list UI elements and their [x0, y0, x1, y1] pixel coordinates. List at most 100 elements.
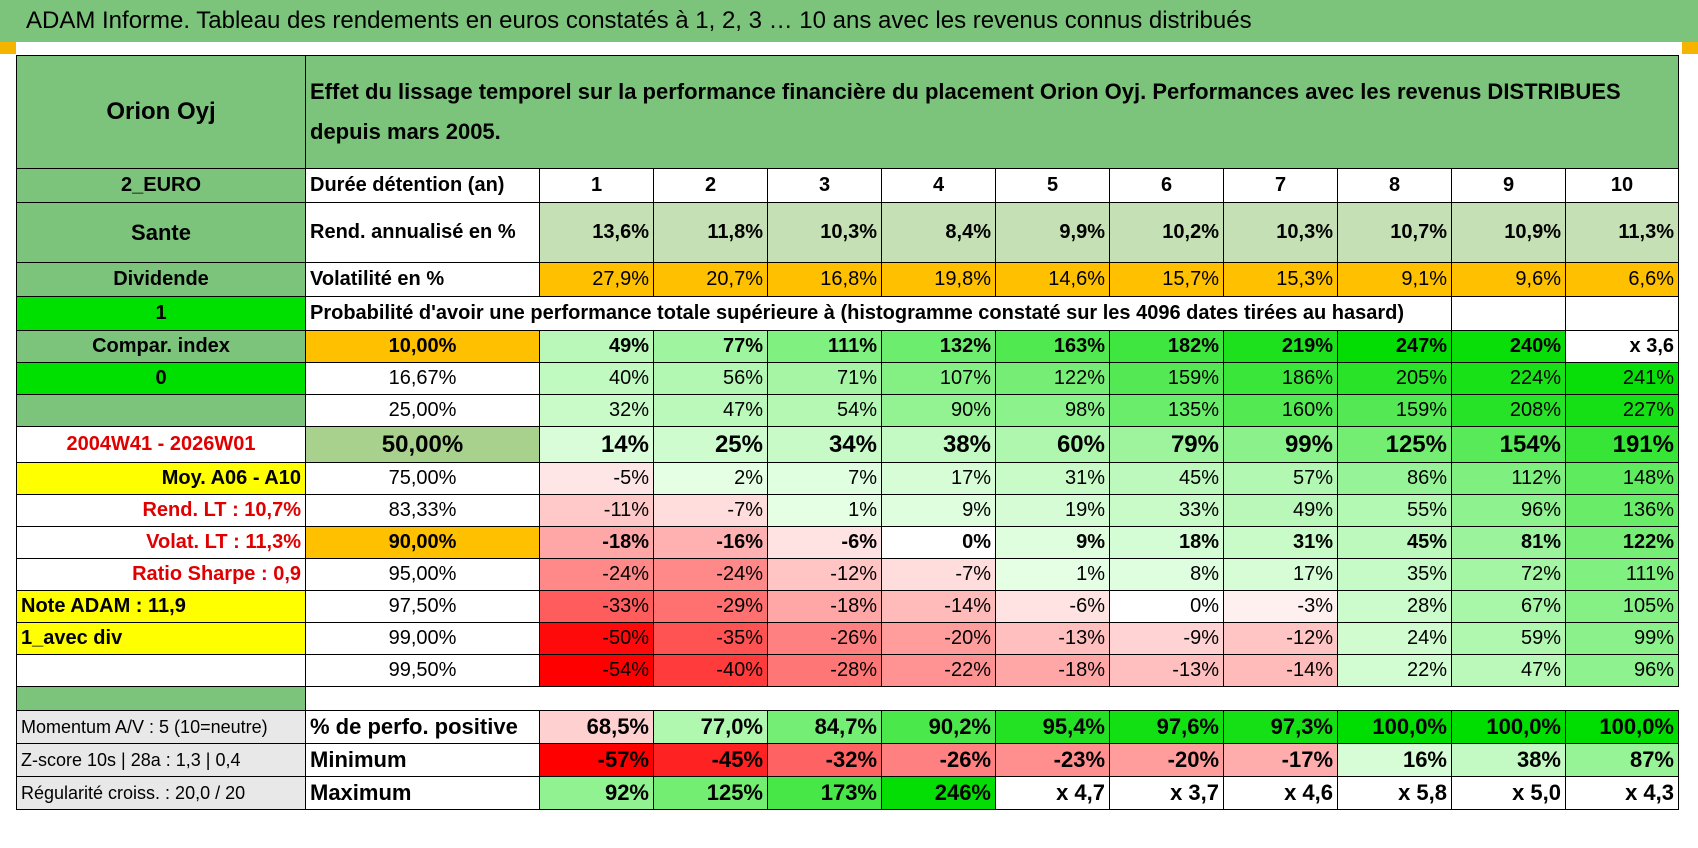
statistic-value: 38% — [1451, 743, 1566, 777]
probability-value: 96% — [1451, 494, 1566, 527]
probability-value: 247% — [1337, 330, 1452, 363]
left-label-note: Note ADAM : 11,9 — [16, 590, 306, 623]
year-header: 1 — [539, 168, 654, 203]
probability-value: 9% — [995, 526, 1110, 559]
probability-value: -3% — [1223, 590, 1338, 623]
probability-value: 1% — [767, 494, 882, 527]
annual-return-cell: 10,3% — [1223, 202, 1338, 263]
year-header: 7 — [1223, 168, 1338, 203]
probability-threshold: 90,00% — [305, 526, 540, 559]
statistic-value: 68,5% — [539, 710, 654, 744]
probability-value: -35% — [653, 622, 768, 655]
statistic-value: 95,4% — [995, 710, 1110, 744]
probability-value: 159% — [1337, 394, 1452, 427]
volatility-cell: 20,7% — [653, 262, 768, 297]
probability-value: -13% — [1109, 654, 1224, 687]
probability-value: 111% — [767, 330, 882, 363]
left-label-moy: Moy. A06 - A10 — [16, 462, 306, 495]
probability-value: 49% — [1223, 494, 1338, 527]
probability-value: -12% — [767, 558, 882, 591]
statistic-value: 92% — [539, 776, 654, 810]
probability-value: 54% — [767, 394, 882, 427]
statistic-value: x 5,0 — [1451, 776, 1566, 810]
probability-value: -18% — [539, 526, 654, 559]
probability-value: 148% — [1565, 462, 1679, 495]
probability-value: 111% — [1565, 558, 1679, 591]
right-corner-marker — [1682, 42, 1698, 54]
left-label-empty — [16, 394, 306, 427]
probability-value: 60% — [995, 426, 1110, 463]
volatility-cell: 9,6% — [1451, 262, 1566, 297]
probability-value: -7% — [653, 494, 768, 527]
statistic-value: 173% — [767, 776, 882, 810]
probability-value: -18% — [995, 654, 1110, 687]
probability-value: -6% — [995, 590, 1110, 623]
year-header: 3 — [767, 168, 882, 203]
probability-value: 205% — [1337, 362, 1452, 395]
statistic-value: x 4,6 — [1223, 776, 1338, 810]
indicator-label: Momentum A/V : 5 (10=neutre) — [16, 710, 306, 744]
probability-value: 9% — [881, 494, 996, 527]
annual-return-cell: 10,9% — [1451, 202, 1566, 263]
probability-threshold: 95,00% — [305, 558, 540, 591]
probability-value: -12% — [1223, 622, 1338, 655]
probability-value: -50% — [539, 622, 654, 655]
probability-value: 47% — [1451, 654, 1566, 687]
statistic-value: x 3,7 — [1109, 776, 1224, 810]
statistic-value: -45% — [653, 743, 768, 777]
left-label-rend-lt: Rend. LT : 10,7% — [16, 494, 306, 527]
probability-value: 45% — [1109, 462, 1224, 495]
statistic-value: 97,3% — [1223, 710, 1338, 744]
probability-value: 24% — [1337, 622, 1452, 655]
spacer-green — [16, 686, 306, 711]
probability-threshold: 97,50% — [305, 590, 540, 623]
statistic-value: 246% — [881, 776, 996, 810]
probability-value: 18% — [1109, 526, 1224, 559]
statistic-value: x 5,8 — [1337, 776, 1452, 810]
year-header: 5 — [995, 168, 1110, 203]
probability-value: -33% — [539, 590, 654, 623]
probability-value: 98% — [995, 394, 1110, 427]
flag-one: 1 — [16, 296, 306, 331]
probability-value: 7% — [767, 462, 882, 495]
probability-value: 34% — [767, 426, 882, 463]
probability-value: 136% — [1565, 494, 1679, 527]
probability-value: -18% — [767, 590, 882, 623]
probability-value: 112% — [1451, 462, 1566, 495]
statistic-value: 77,0% — [653, 710, 768, 744]
probability-threshold: 99,50% — [305, 654, 540, 687]
probability-value: 241% — [1565, 362, 1679, 395]
probability-value: 17% — [1223, 558, 1338, 591]
probability-value: 96% — [1565, 654, 1679, 687]
probability-value: 59% — [1451, 622, 1566, 655]
left-corner-marker — [0, 42, 16, 54]
probability-value: 56% — [653, 362, 768, 395]
volatility-cell: 15,3% — [1223, 262, 1338, 297]
probability-value: 0% — [1109, 590, 1224, 623]
volatility-cell: 27,9% — [539, 262, 654, 297]
left-label-compar: Compar. index — [16, 330, 306, 363]
statistic-value: -57% — [539, 743, 654, 777]
probability-value: -22% — [881, 654, 996, 687]
annual-return-cell: 9,9% — [995, 202, 1110, 263]
probability-value: 45% — [1337, 526, 1452, 559]
volatility-cell: 6,6% — [1565, 262, 1679, 297]
statistic-label: Minimum — [305, 743, 540, 777]
indicator-label: Z-score 10s | 28a : 1,3 | 0,4 — [16, 743, 306, 777]
statistic-value: -26% — [881, 743, 996, 777]
performance-table: Orion Oyj Effet du lissage temporel sur … — [16, 55, 1679, 810]
statistic-value: 125% — [653, 776, 768, 810]
probability-value: 32% — [539, 394, 654, 427]
probability-value: 77% — [653, 330, 768, 363]
probability-value: 135% — [1109, 394, 1224, 427]
left-label-sharpe: Ratio Sharpe : 0,9 — [16, 558, 306, 591]
left-label-avec-div: 1_avec div — [16, 622, 306, 655]
probability-value: 35% — [1337, 558, 1452, 591]
probability-value: 224% — [1451, 362, 1566, 395]
probability-value: 8% — [1109, 558, 1224, 591]
probability-value: 160% — [1223, 394, 1338, 427]
probability-value: -14% — [881, 590, 996, 623]
statistic-value: 100,0% — [1337, 710, 1452, 744]
probability-value: 14% — [539, 426, 654, 463]
probability-value: 31% — [1223, 526, 1338, 559]
